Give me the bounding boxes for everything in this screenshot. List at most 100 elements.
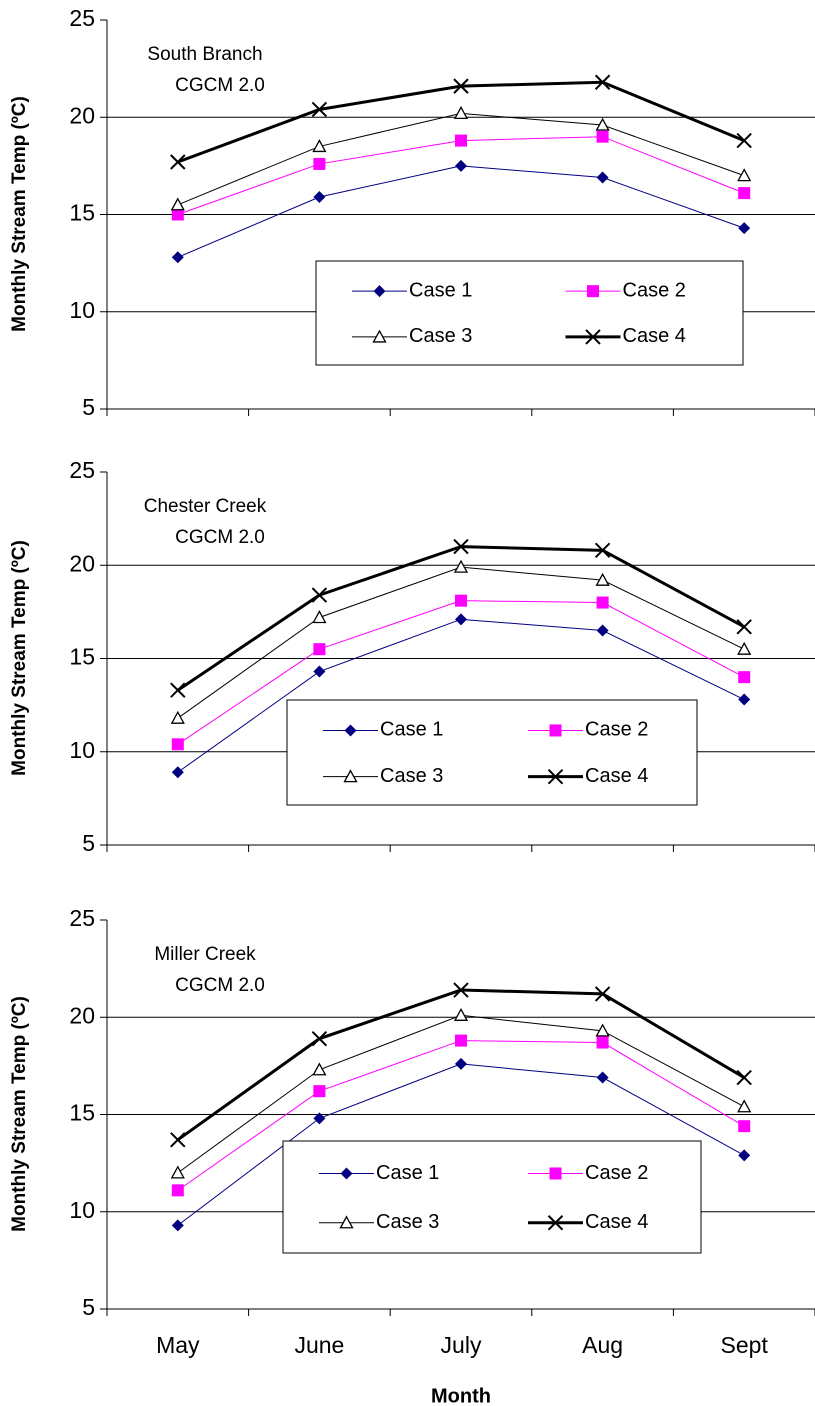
series-line [177,566,745,719]
x-axis-label: Month [431,1385,491,1406]
legend-label: Case 3 [409,325,472,347]
y-tick-label: 25 [69,905,95,931]
legend-marker [372,329,387,343]
series-line [177,165,745,258]
y-tick-label: 25 [69,457,95,483]
y-axis-label: Monthly Stream Temp (ºC) [9,96,30,332]
annotation: CGCM 2.0 [175,975,265,996]
marker [738,187,751,200]
marker [313,157,326,170]
marker [170,682,186,698]
marker [170,1132,186,1148]
annotation: CGCM 2.0 [175,75,265,96]
legend-marker [343,769,358,783]
y-axis-label: Monthly Stream Temp (ºC) [9,540,30,776]
legend-label: Case 2 [585,719,648,741]
marker [171,208,184,221]
y-tick-label: 15 [69,200,95,226]
marker [313,665,326,678]
marker [312,139,327,153]
marker [171,738,184,751]
y-tick-label: 15 [69,644,95,670]
marker [453,982,469,998]
marker [170,710,185,724]
marker [171,1219,184,1232]
legend-box [282,1140,702,1254]
marker [596,624,609,637]
marker [311,587,328,603]
legend-label: Case 1 [376,1162,439,1184]
y-tick-label: 10 [69,737,95,763]
legend-marker [340,1167,353,1180]
legend-label: Case 4 [623,325,686,347]
marker [736,1069,752,1086]
marker [594,74,611,90]
marker [738,1120,751,1133]
marker [170,154,186,170]
marker [455,1034,467,1047]
marker [170,197,185,211]
y-axis-label: Monthly Stream Temp (ºC) [9,996,30,1232]
legend-label: Case 3 [376,1211,439,1233]
x-tick-label: June [294,1332,344,1358]
marker [737,1099,752,1113]
y-tick-label: 20 [69,102,95,128]
legend-label: Case 1 [409,279,472,301]
legend-label: Case 3 [380,765,443,787]
legend-box [315,260,744,366]
marker [312,610,327,624]
marker [171,1184,184,1197]
marker [313,1085,326,1098]
marker [455,613,467,626]
marker [737,641,752,655]
marker [594,986,611,1002]
y-tick-label: 5 [82,1294,95,1320]
annotation: Chester Creek [144,496,267,517]
marker [596,1071,609,1084]
marker [737,168,752,182]
marker [596,1036,609,1049]
marker [311,101,328,118]
marker [596,171,609,184]
y-tick-label: 15 [69,1100,95,1126]
legend-label: Case 1 [380,719,443,741]
legend-marker [547,1215,564,1231]
annotation: CGCM 2.0 [175,527,265,548]
marker [595,117,610,131]
marker [738,222,751,235]
y-tick-label: 20 [69,550,95,576]
series-line [177,136,745,215]
marker [455,134,467,147]
y-tick-label: 25 [69,5,95,31]
marker [738,671,751,684]
marker [171,251,184,264]
marker [311,1030,328,1047]
marker [453,559,469,573]
marker [453,1007,469,1021]
marker [313,1112,326,1125]
y-tick-label: 10 [69,297,95,323]
legend-label: Case 4 [585,1211,648,1233]
marker [453,106,469,120]
annotation: Miller Creek [154,944,256,965]
marker [455,159,467,172]
y-tick-label: 5 [82,394,95,420]
marker [453,78,469,94]
legend-marker [547,768,564,785]
marker [595,1023,610,1037]
y-tick-label: 10 [69,1197,95,1223]
legend-marker [549,1167,562,1180]
legend-marker [339,1215,354,1229]
y-tick-label: 20 [69,1002,95,1028]
annotation: South Branch [147,44,262,65]
marker [170,1165,185,1179]
legend-box [286,699,698,806]
marker [596,130,609,143]
marker [736,132,752,149]
x-tick-label: Sept [721,1332,769,1358]
marker [596,596,609,609]
marker [453,538,469,555]
marker [171,766,184,779]
marker [313,190,326,203]
